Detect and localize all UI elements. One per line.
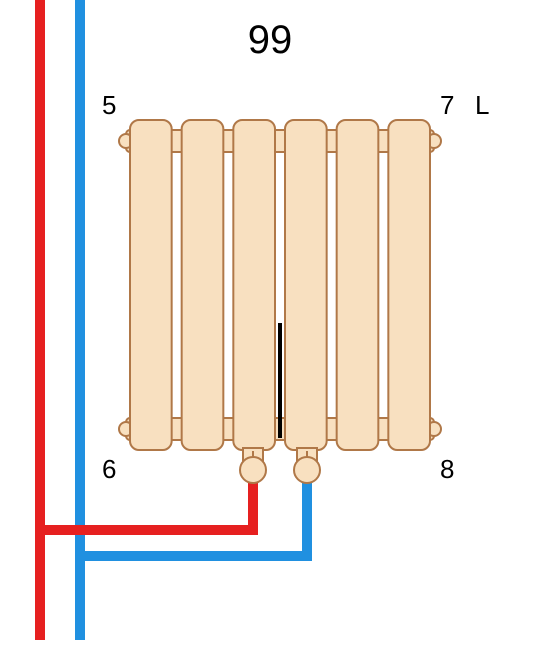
diagram-canvas: 99 5 7 L 6 8 <box>0 0 540 640</box>
label-top-right: 7 <box>440 90 454 121</box>
diagram-svg <box>0 0 540 640</box>
label-bottom-left: 6 <box>102 454 116 485</box>
label-top-left: 5 <box>102 90 116 121</box>
label-bottom-right: 8 <box>440 454 454 485</box>
label-top-right-extra: L <box>475 90 489 121</box>
title-label: 99 <box>0 18 540 63</box>
